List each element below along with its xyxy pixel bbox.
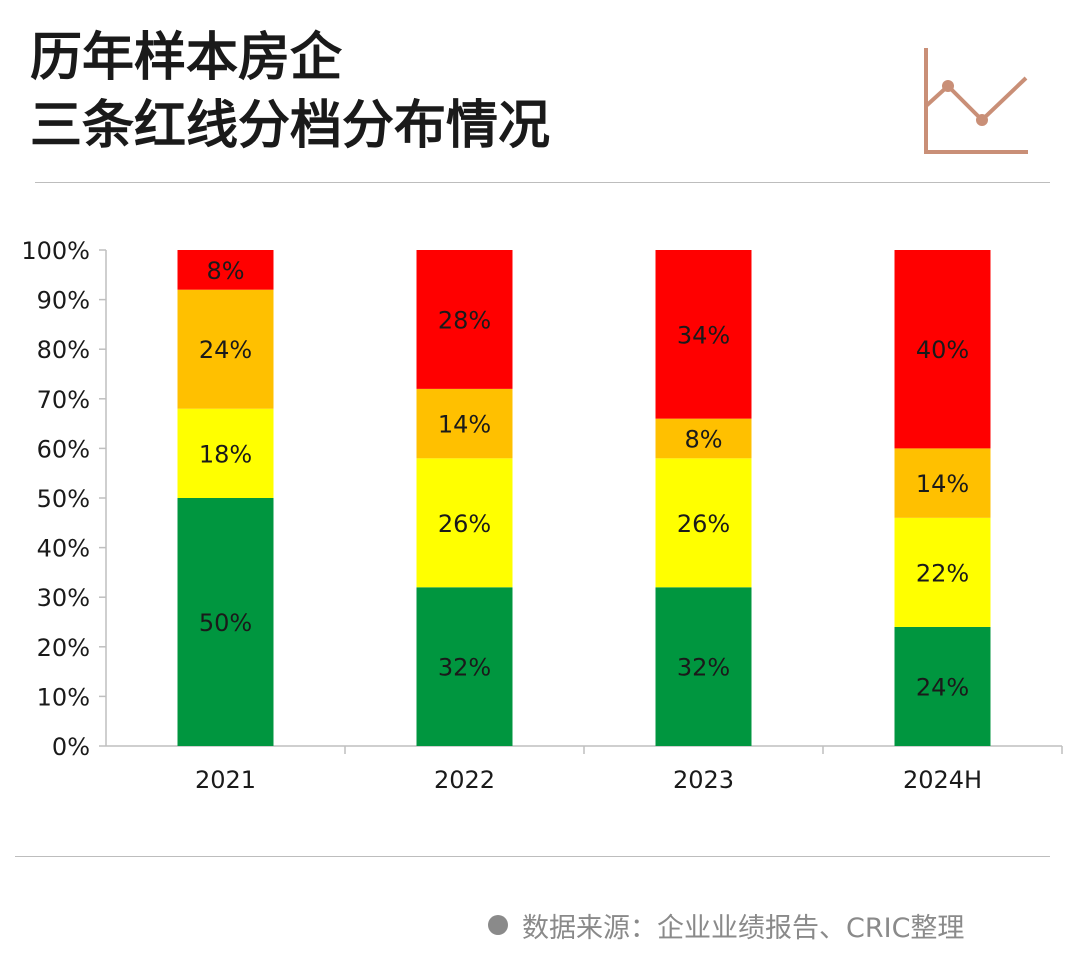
data-label: 24% <box>916 673 969 701</box>
bar-segment <box>894 250 991 449</box>
source-text: 数据来源：企业业绩报告、CRIC整理 <box>522 912 965 944</box>
bar-segment <box>177 289 274 409</box>
footer-divider <box>15 856 1050 857</box>
stacked-bar-chart: 0% 10% 20% 30% 40% 50% 60% 70% 80% 90% 100% 50% 18% 2… <box>21 237 1063 794</box>
data-label: 28% <box>438 306 491 334</box>
x-tick-label: 2024H <box>903 766 982 794</box>
y-tick-label: 80% <box>37 336 90 364</box>
data-label: 32% <box>438 654 491 682</box>
y-tick-label: 90% <box>37 287 90 315</box>
bar-segment <box>655 418 752 459</box>
data-label: 32% <box>677 654 730 682</box>
header-divider <box>35 182 1050 183</box>
data-label: 18% <box>199 440 252 468</box>
data-label: 22% <box>916 559 969 587</box>
bar-segment <box>416 388 513 459</box>
y-tick-label: 100% <box>21 237 90 265</box>
data-label: 40% <box>916 336 969 364</box>
y-tick-label: 20% <box>37 634 90 662</box>
bar-segment <box>177 250 274 290</box>
y-tick-label: 0% <box>52 733 90 761</box>
y-tick-label: 60% <box>37 435 90 463</box>
chart-title-line-1: 历年样本房企 <box>30 28 343 88</box>
bar-segment <box>416 587 513 746</box>
data-label: 26% <box>677 510 730 538</box>
source-note: 数据来源：企业业绩报告、CRIC整理 <box>488 905 964 945</box>
data-label: 8% <box>206 257 244 285</box>
x-tick-label: 2021 <box>195 766 256 794</box>
bullet-dot-icon <box>488 915 508 935</box>
line-chart-icon <box>924 48 1028 154</box>
bar-segment <box>416 250 513 389</box>
data-label: 26% <box>438 510 491 538</box>
bar-segment <box>655 250 752 419</box>
data-label: 34% <box>677 321 730 349</box>
data-label: 8% <box>684 425 722 453</box>
y-tick-label: 30% <box>37 584 90 612</box>
bar-segment <box>177 498 274 746</box>
bar-segment <box>894 517 991 627</box>
data-label: 14% <box>438 411 491 439</box>
data-label: 24% <box>199 336 252 364</box>
y-tick-label: 10% <box>37 683 90 711</box>
bar-segment <box>655 587 752 746</box>
y-tick-label: 40% <box>37 535 90 563</box>
x-tick-label: 2023 <box>673 766 734 794</box>
x-tick-label: 2022 <box>434 766 495 794</box>
data-label: 50% <box>199 609 252 637</box>
bar-segment <box>894 626 991 746</box>
bar-segment <box>416 458 513 588</box>
chart-title: 历年样本房企 三条红线分档分布情况 <box>30 24 550 160</box>
y-tick-label: 70% <box>37 386 90 414</box>
data-label: 14% <box>916 470 969 498</box>
bar-segment <box>177 408 274 498</box>
y-tick-label: 50% <box>37 485 90 513</box>
chart-title-line-2: 三条红线分档分布情况 <box>30 96 551 156</box>
bar-segment <box>655 458 752 588</box>
bar-segment <box>894 448 991 518</box>
